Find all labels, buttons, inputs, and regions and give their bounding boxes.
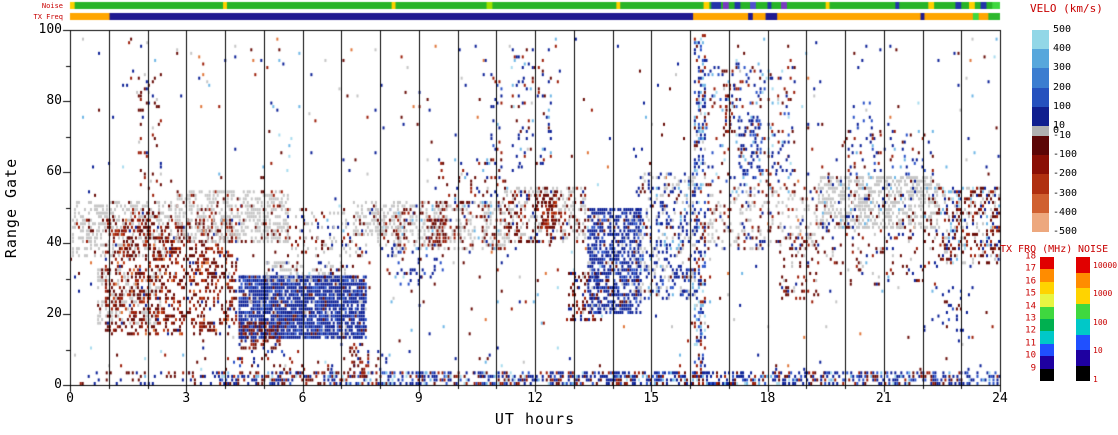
velocity-colorbar-segment <box>1032 126 1049 136</box>
txfreq-colorbar-tick-label: 10 <box>1025 350 1036 361</box>
velocity-colorbar-segment <box>1032 135 1049 156</box>
y-tick-label: 100 <box>38 22 62 37</box>
x-tick-label: 15 <box>643 391 660 406</box>
x-tick-label: 6 <box>298 391 307 406</box>
txfreq-colorbar-segment <box>1040 281 1054 295</box>
velocity-colorbar-segment <box>1032 155 1049 175</box>
txfreq-colorbar-segment <box>1040 368 1054 382</box>
txfreq-colorbar-tick-label: 12 <box>1025 325 1036 336</box>
noise-colorbar-segment <box>1076 350 1090 366</box>
txfreq-colorbar-segment <box>1040 331 1054 344</box>
txfreq-colorbar-segment <box>1040 356 1054 369</box>
txfreq-colorbar-tick-label: 18 <box>1025 251 1036 262</box>
velocity-colorbar-segment <box>1032 174 1049 194</box>
txfreq-strip-label: TX Freq <box>33 13 63 21</box>
velocity-colorbar-tick-label: 100 <box>1053 100 1072 112</box>
noise-strip-label: Noise <box>41 2 63 10</box>
txfreq-colorbar-segment <box>1040 257 1054 270</box>
x-tick-label: 12 <box>527 391 543 406</box>
y-tick-label: 40 <box>46 235 62 250</box>
y-axis-title: Range Gate <box>2 157 20 259</box>
noise-colorbar-segment <box>1076 288 1090 304</box>
x-tick-label: 3 <box>182 391 191 406</box>
x-tick-label: 18 <box>759 391 776 406</box>
txfreq-colorbar-segment <box>1040 294 1054 307</box>
noise-colorbar-title: NOISE <box>1078 244 1109 255</box>
txfreq-colorbar-tick-label: 14 <box>1025 301 1036 312</box>
txfreq-colorbar-segment <box>1040 306 1054 320</box>
y-tick-label: 60 <box>46 164 62 179</box>
noise-colorbar <box>1076 257 1090 381</box>
velocity-colorbar-segment <box>1032 68 1049 88</box>
txfreq-colorbar-tick-label: 17 <box>1025 263 1036 274</box>
noise-colorbar-tick-label: 100 <box>1093 317 1108 327</box>
txfreq-colorbar-title: TX FRQ (MHz) <box>1000 244 1073 255</box>
txfreq-colorbar-tick-label: 15 <box>1025 288 1036 299</box>
txfreq-colorbar-segment <box>1040 319 1054 332</box>
velocity-colorbar-tick-label: -10 <box>1053 129 1072 141</box>
velocity-colorbar-tick-label: 10 <box>1053 120 1066 132</box>
velocity-colorbar-tick-label: -200 <box>1053 168 1078 180</box>
noise-colorbar-tick-label: 1 <box>1093 374 1098 384</box>
velocity-colorbar <box>1032 30 1049 232</box>
txfreq-colorbar-segment <box>1040 343 1054 357</box>
noise-colorbar-segment <box>1076 334 1090 350</box>
velocity-colorbar-tick-label: 0 <box>1053 125 1060 136</box>
x-tick-label: 9 <box>414 391 423 406</box>
velocity-colorbar-tick-label: -400 <box>1053 206 1078 218</box>
velocity-colorbar-tick-label: 300 <box>1053 62 1072 74</box>
velocity-colorbar-tick-label: 500 <box>1053 24 1072 35</box>
velocity-colorbar-tick-label: 400 <box>1053 43 1072 55</box>
txfreq-colorbar <box>1040 257 1054 382</box>
noise-colorbar-tick-label: 1000 <box>1093 289 1113 299</box>
noise-colorbar-tick-label: 10 <box>1093 346 1103 356</box>
velocity-colorbar-tick-label: -100 <box>1053 149 1078 161</box>
velocity-colorbar-segment <box>1032 193 1049 213</box>
txfreq-colorbar-tick-label: 11 <box>1025 338 1036 349</box>
txfreq-colorbar-tick-label: 13 <box>1025 313 1036 324</box>
noise-colorbar-segment <box>1076 365 1090 381</box>
velocity-colorbar-segment <box>1032 30 1049 50</box>
noise-colorbar-segment <box>1076 303 1090 319</box>
x-tick-label: 21 <box>875 391 892 406</box>
velocity-colorbar-segment <box>1032 212 1049 232</box>
x-axis-title: UT hours <box>494 410 576 428</box>
y-tick-label: 0 <box>54 377 62 392</box>
velocity-colorbar-tick-label: -300 <box>1053 187 1078 199</box>
y-tick-label: 20 <box>46 306 62 321</box>
noise-colorbar-tick-label: 10000 <box>1093 260 1118 270</box>
noise-colorbar-segment <box>1076 272 1090 288</box>
velocity-colorbar-title: VELO (km/s) <box>1030 2 1103 15</box>
velocity-colorbar-tick-label: -500 <box>1053 226 1078 237</box>
txfreq-colorbar-tick-label: 16 <box>1025 276 1036 287</box>
velocity-colorbar-segment <box>1032 87 1049 107</box>
x-tick-label: 24 <box>992 391 1008 406</box>
noise-colorbar-segment <box>1076 257 1090 273</box>
velocity-colorbar-segment <box>1032 49 1049 69</box>
txfreq-colorbar-tick-label: 9 <box>1030 363 1036 374</box>
txfreq-colorbar-segment <box>1040 269 1054 282</box>
noise-colorbar-segment <box>1076 319 1090 335</box>
y-tick-label: 80 <box>46 93 62 108</box>
velocity-colorbar-tick-label: 200 <box>1053 81 1072 93</box>
velocity-colorbar-segment <box>1032 106 1049 127</box>
x-tick-label: 0 <box>66 391 74 406</box>
